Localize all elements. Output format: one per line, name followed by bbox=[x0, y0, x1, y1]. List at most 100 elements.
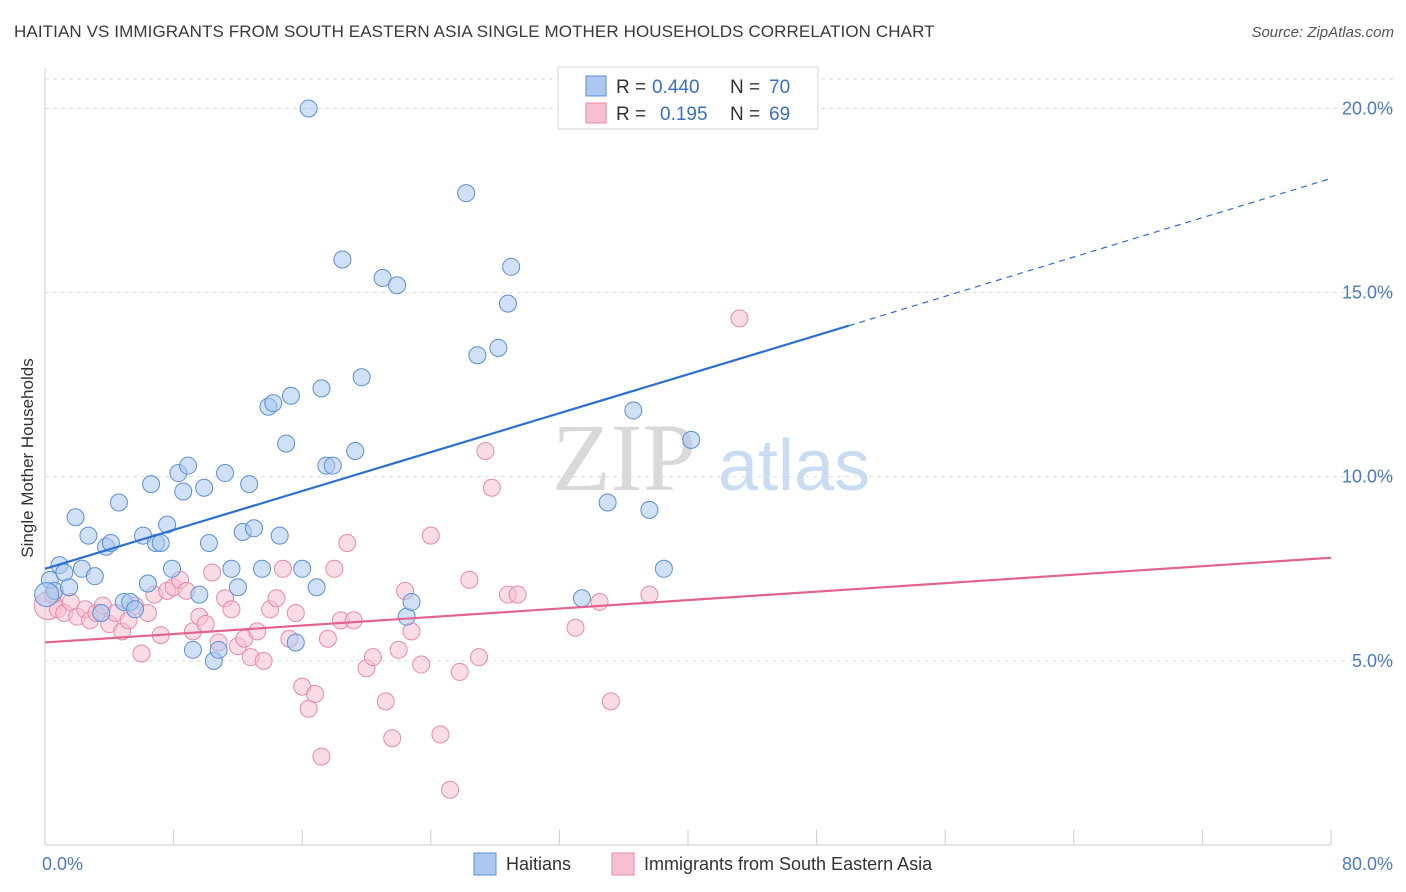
point-immigrants bbox=[325, 559, 344, 578]
point-haitians bbox=[79, 526, 98, 545]
point-haitians bbox=[244, 519, 263, 538]
point-haitians bbox=[502, 257, 521, 276]
y-tick-label-1: 10.0% bbox=[1342, 467, 1393, 487]
gridlines bbox=[45, 78, 1394, 662]
trend-line-immigrants bbox=[44, 556, 1332, 644]
point-haitians bbox=[352, 368, 371, 387]
bottom-legend-haitians: Haitians bbox=[506, 854, 571, 874]
point-haitians bbox=[312, 379, 331, 398]
point-haitians bbox=[183, 640, 202, 659]
watermark: ZIP atlas bbox=[552, 404, 870, 511]
point-haitians bbox=[253, 559, 272, 578]
point-haitians bbox=[270, 526, 289, 545]
point-immigrants bbox=[730, 309, 749, 328]
bottom-legend-swatch-haitians bbox=[473, 852, 497, 876]
point-haitians bbox=[195, 478, 214, 497]
point-haitians bbox=[640, 500, 659, 519]
legend-r-value-haitians: 0.440 bbox=[652, 77, 700, 98]
point-haitians bbox=[162, 559, 181, 578]
point-haitians bbox=[388, 276, 407, 295]
legend-r-value-immigrants: 0.195 bbox=[660, 104, 708, 125]
legend-n-value-haitians: 70 bbox=[769, 77, 790, 98]
tick-labels: 5.0% 10.0% 15.0% 20.0% 0.0% 80.0% bbox=[42, 98, 1393, 874]
point-haitians bbox=[468, 346, 487, 365]
legend-swatch-haitians bbox=[585, 75, 607, 97]
point-haitians bbox=[199, 534, 218, 553]
point-immigrants bbox=[363, 648, 382, 667]
series-legend: Haitians Immigrants from South Eastern A… bbox=[473, 852, 933, 876]
point-immigrants bbox=[132, 644, 151, 663]
point-haitians bbox=[373, 268, 392, 287]
trend-lines bbox=[44, 177, 1332, 644]
x-tick-label-start: 0.0% bbox=[42, 854, 83, 874]
point-immigrants bbox=[482, 478, 501, 497]
x-tick-label-end: 80.0% bbox=[1342, 854, 1393, 874]
legend-n-value-immigrants: 69 bbox=[769, 104, 790, 125]
point-haitians bbox=[346, 441, 365, 460]
point-haitians bbox=[654, 559, 673, 578]
point-immigrants bbox=[590, 592, 609, 611]
point-haitians bbox=[216, 464, 235, 483]
point-haitians bbox=[457, 184, 476, 203]
point-haitians bbox=[682, 430, 701, 449]
point-immigrants bbox=[318, 629, 337, 648]
point-haitians bbox=[264, 394, 283, 413]
point-immigrants bbox=[254, 651, 273, 670]
point-haitians bbox=[293, 559, 312, 578]
point-immigrants bbox=[470, 648, 489, 667]
point-haitians bbox=[281, 386, 300, 405]
point-haitians bbox=[489, 338, 508, 357]
point-immigrants bbox=[476, 441, 495, 460]
point-immigrants bbox=[344, 611, 363, 630]
y-tick-label-2: 15.0% bbox=[1342, 283, 1393, 303]
point-immigrants bbox=[383, 729, 402, 748]
point-immigrants bbox=[222, 600, 241, 619]
point-immigrants bbox=[431, 725, 450, 744]
correlation-legend: R = 0.440 N = 70 R = 0.195 N = 69 bbox=[557, 66, 819, 130]
point-haitians bbox=[323, 456, 342, 475]
point-haitians bbox=[624, 401, 643, 420]
point-immigrants bbox=[196, 615, 215, 634]
point-haitians bbox=[402, 592, 421, 611]
point-immigrants bbox=[306, 685, 325, 704]
legend-r-label-immigrants: R = bbox=[616, 104, 646, 125]
point-immigrants bbox=[640, 585, 659, 604]
point-haitians bbox=[222, 559, 241, 578]
series-immigrants-points bbox=[33, 309, 749, 799]
bottom-legend-immigrants: Immigrants from South Eastern Asia bbox=[644, 854, 933, 874]
legend-r-label-haitians: R = bbox=[616, 77, 646, 98]
legend-n-label-immigrants: N = bbox=[730, 104, 760, 125]
point-haitians bbox=[572, 589, 591, 608]
point-immigrants bbox=[601, 692, 620, 711]
point-immigrants bbox=[450, 662, 469, 681]
legend-n-label-haitians: N = bbox=[730, 77, 760, 98]
legend-swatch-immigrants bbox=[585, 102, 607, 124]
bottom-legend-swatch-immigrants bbox=[611, 852, 635, 876]
point-immigrants bbox=[389, 640, 408, 659]
point-haitians bbox=[190, 585, 209, 604]
point-immigrants bbox=[312, 747, 331, 766]
source-label: Source: ZipAtlas.com bbox=[1251, 24, 1394, 41]
point-haitians bbox=[598, 493, 617, 512]
point-haitians bbox=[209, 640, 228, 659]
point-immigrants bbox=[376, 692, 395, 711]
point-immigrants bbox=[267, 589, 286, 608]
point-immigrants bbox=[248, 622, 267, 641]
point-haitians bbox=[174, 482, 193, 501]
point-haitians bbox=[307, 578, 326, 597]
point-haitians bbox=[179, 456, 198, 475]
axes bbox=[44, 68, 1332, 846]
series-haitians-points bbox=[34, 99, 701, 670]
point-haitians bbox=[126, 600, 145, 619]
point-haitians bbox=[498, 294, 517, 313]
point-haitians bbox=[151, 534, 170, 553]
point-immigrants bbox=[508, 585, 527, 604]
point-haitians bbox=[158, 515, 177, 534]
y-tick-label-0: 5.0% bbox=[1352, 651, 1393, 671]
point-haitians bbox=[92, 603, 111, 622]
watermark-atlas: atlas bbox=[718, 426, 870, 506]
point-haitians bbox=[228, 578, 247, 597]
point-haitians bbox=[240, 475, 259, 494]
trend-line-haitians-extension bbox=[848, 177, 1332, 327]
